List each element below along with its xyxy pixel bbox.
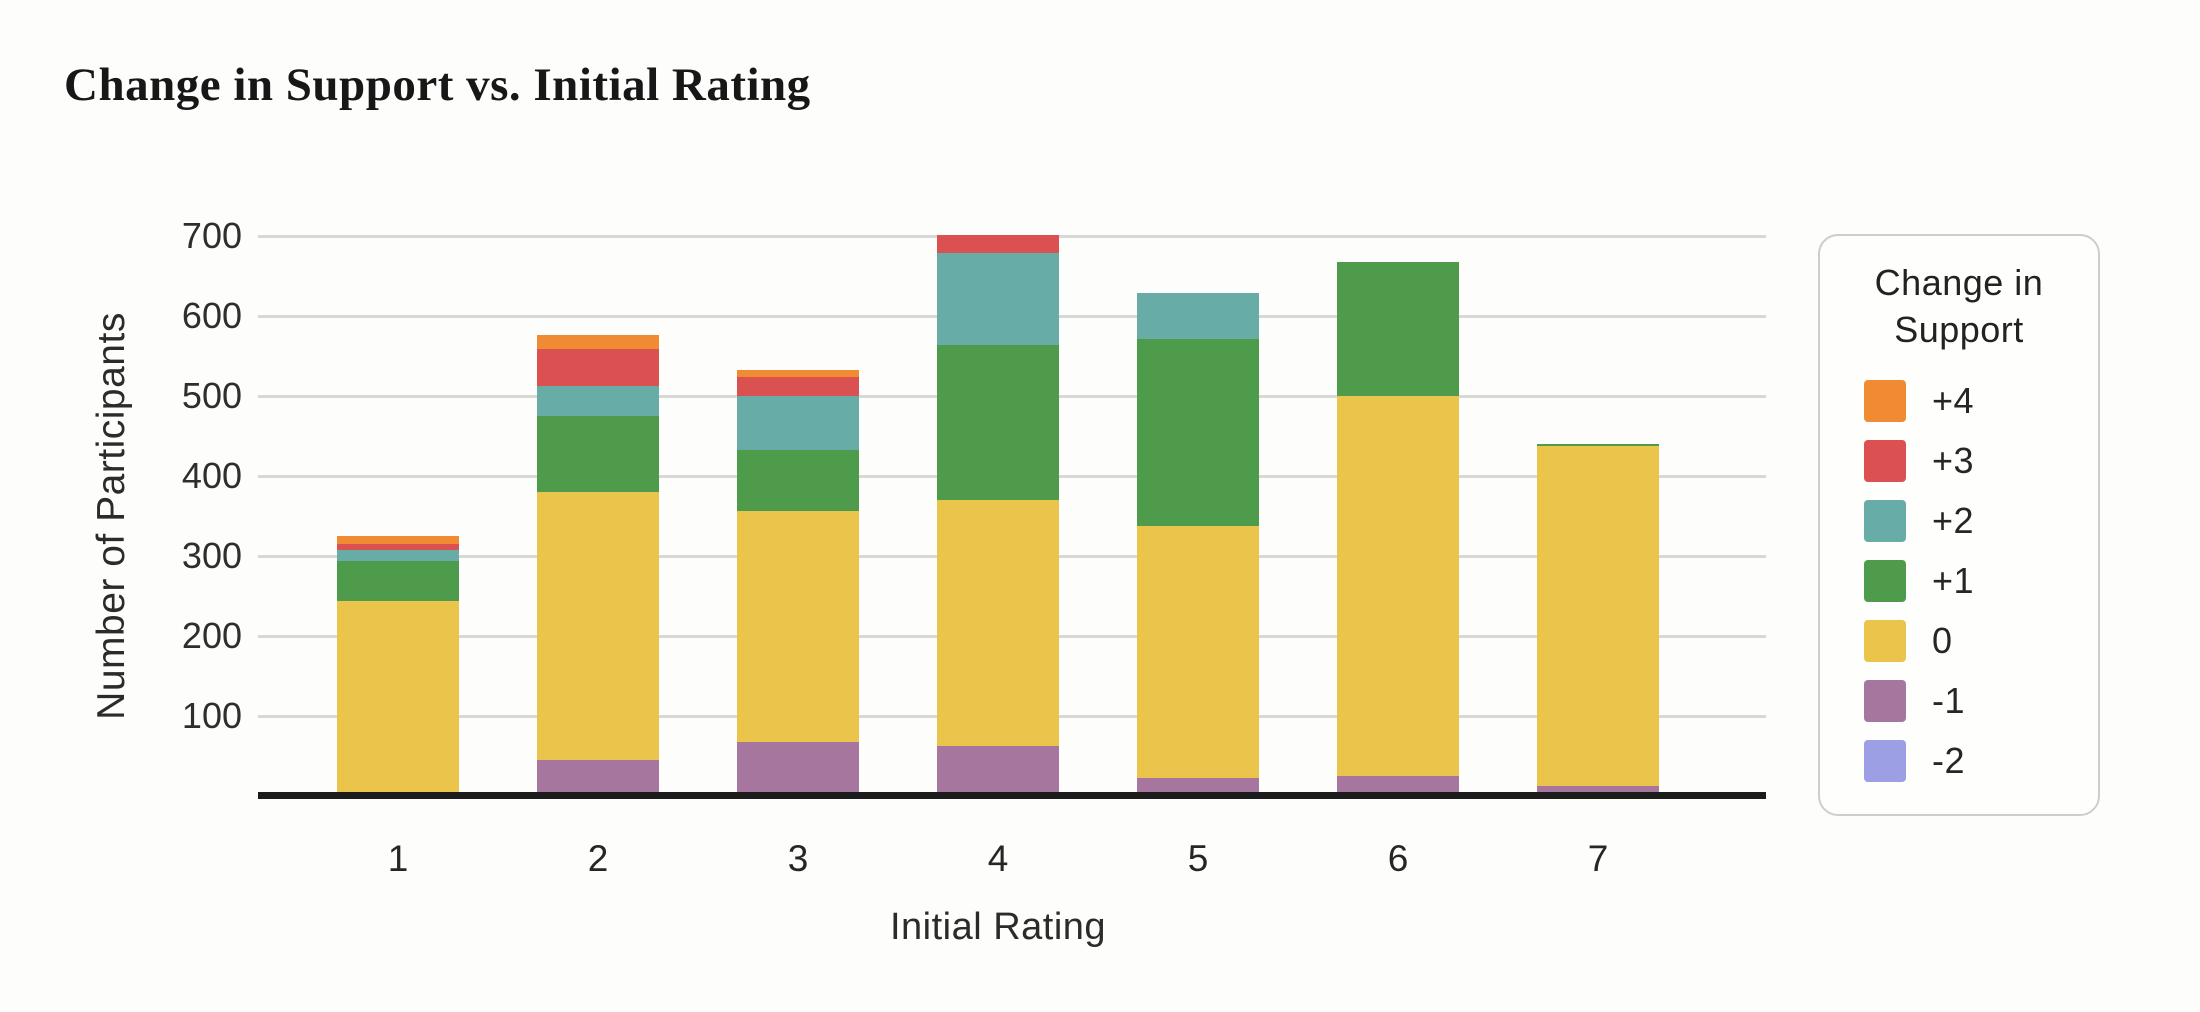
legend-swatch-icon [1864,619,1906,662]
bar-segment-0 [1337,396,1459,776]
bar-category-7 [1537,0,1659,796]
bar-segment-0 [1537,446,1659,787]
legend-swatch-icon [1864,679,1906,722]
bar-segment-+4 [337,536,459,544]
legend-item-label: -1 [1932,679,1966,721]
legend-swatch-icon [1864,499,1906,542]
legend-title: Change in Support [1874,262,2044,350]
bar-segment--1 [1337,776,1459,796]
y-tick-label: 300 [181,535,242,576]
x-tick-label: 3 [787,838,809,879]
bar-segment-+4 [537,335,659,349]
y-tick-label: 400 [181,455,242,496]
x-tick-label: 5 [1187,838,1209,879]
legend-item-label: +3 [1932,439,1975,481]
bar-segment-+1 [937,344,1059,500]
legend-item-+4: +4 [1864,379,1975,422]
legend-item-label: +1 [1932,559,1975,601]
legend-item-label: -2 [1932,739,1966,781]
legend-item--2: -2 [1864,739,1974,782]
y-tick-label: 700 [181,215,242,256]
x-tick-label: 7 [1587,838,1609,879]
y-tick-label: 500 [181,375,242,416]
legend-item-label: +2 [1932,499,1975,541]
bar-segment-+2 [1137,292,1259,340]
x-tick-label: 2 [587,838,609,879]
x-axis-line [258,792,1766,799]
chart-title: Change in Support vs. Initial Rating [64,59,811,111]
bar-segment-+3 [337,544,459,550]
y-tick-label: 600 [181,295,242,336]
legend-item-label: 0 [1932,619,1953,661]
bar-segment--1 [1137,778,1259,796]
legend-item-+3: +3 [1864,439,1975,482]
bar-segment-+1 [337,560,459,601]
bar-segment-+1 [1337,262,1459,396]
bar-segment-0 [537,492,659,760]
bar-segment-0 [937,500,1059,747]
y-tick-label: 100 [181,695,242,736]
bar-segment-0 [1137,526,1259,779]
y-tick-label: 200 [181,615,242,656]
legend-swatch-icon [1864,559,1906,602]
bar-segment-+2 [737,396,859,450]
bar-segment-+3 [537,348,659,386]
bar-segment-+1 [737,449,859,512]
x-tick-label: 1 [387,838,409,879]
bar-segment--1 [1537,786,1659,796]
bar-category-5 [1137,0,1259,796]
legend-items: +4 +3 +2 +1 0 -1 -2 [1864,379,1975,782]
bar-segment--1 [737,741,859,796]
x-tick-label: 4 [987,838,1009,879]
bar-category-2 [537,0,659,796]
bar-segment--1 [537,760,659,796]
bar-category-3 [737,0,859,796]
bar-segment-+2 [337,549,459,561]
bar-segment-0 [737,511,859,742]
legend-item-+2: +2 [1864,499,1975,542]
legend: Change in Support +4 +3 +2 +1 0 -1 -2 [1818,234,2100,816]
bar-segment-+1 [537,416,659,492]
bar-segment-+4 [737,369,859,377]
bar-category-1 [337,0,459,796]
bar-category-6 [1337,0,1459,796]
bar-segment-+2 [937,252,1059,345]
bar-segment--1 [937,746,1059,796]
bar-segment-+3 [937,235,1059,253]
bar-segment-0 [337,600,459,796]
legend-item-+1: +1 [1864,559,1975,602]
legend-item-0: 0 [1864,619,1974,662]
legend-item--1: -1 [1864,679,1974,722]
legend-swatch-icon [1864,739,1906,782]
bar-segment-+1 [1137,339,1259,527]
legend-item-label: +4 [1932,379,1975,421]
bar-segment-+2 [537,385,659,416]
x-tick-label: 6 [1387,838,1409,879]
y-axis-label: Number of Participants [90,312,133,720]
bar-category-4 [937,0,1059,796]
bar-segment-+3 [737,376,859,396]
legend-swatch-icon [1864,439,1906,482]
bar-segment-+1 [1537,444,1659,447]
legend-swatch-icon [1864,379,1906,422]
x-axis-label: Initial Rating [889,906,1107,948]
